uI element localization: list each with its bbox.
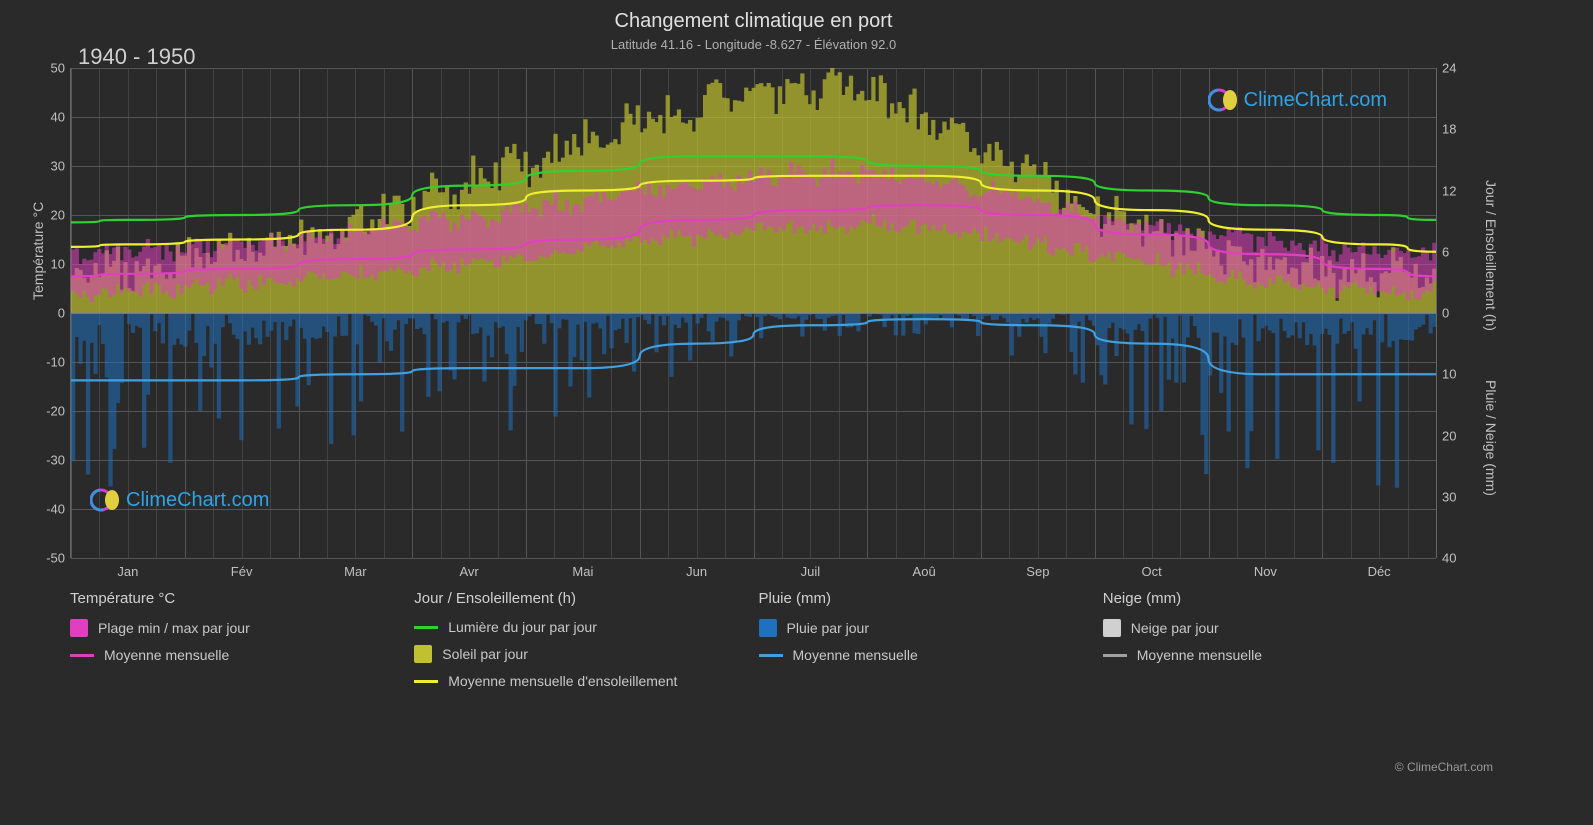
watermark-top: ClimeChart.com: [1208, 85, 1387, 115]
tick-right: 20: [1436, 428, 1456, 443]
legend-swatch: [1103, 654, 1127, 657]
legend: Température °C Plage min / max par jour Mo…: [70, 590, 1437, 699]
legend-label: Soleil par jour: [442, 646, 528, 662]
chart-subtitle: Latitude 41.16 - Longitude -8.627 - Élév…: [0, 37, 1507, 52]
tick-left: -50: [46, 551, 71, 566]
gridline-h: [71, 558, 1436, 559]
legend-swatch: [70, 619, 88, 637]
tick-left: 20: [51, 208, 71, 223]
legend-column: Pluie (mm) Pluie par jour Moyenne mensuell…: [759, 590, 1093, 699]
legend-label: Moyenne mensuelle: [1137, 647, 1262, 663]
tick-left: 30: [51, 159, 71, 174]
tick-right: 40: [1436, 551, 1456, 566]
legend-column: Jour / Ensoleillement (h) Lumière du jour…: [414, 590, 748, 699]
legend-label: Pluie par jour: [787, 620, 870, 636]
legend-row: Plage min / max par jour: [70, 619, 404, 637]
legend-row: Moyenne mensuelle: [1103, 647, 1437, 663]
legend-column: Température °C Plage min / max par jour Mo…: [70, 590, 404, 699]
tick-right: 24: [1436, 61, 1456, 76]
tick-month: Oct: [1142, 558, 1162, 579]
tick-month: Nov: [1254, 558, 1277, 579]
tick-month: Juil: [801, 558, 821, 579]
tick-month: Mar: [344, 558, 366, 579]
watermark-bottom: ClimeChart.com: [90, 485, 269, 515]
legend-label: Moyenne mensuelle: [104, 647, 229, 663]
tick-left: -10: [46, 355, 71, 370]
legend-swatch: [759, 654, 783, 657]
tick-month: Fév: [231, 558, 253, 579]
legend-label: Moyenne mensuelle d'ensoleillement: [448, 673, 677, 689]
tick-left: 50: [51, 61, 71, 76]
chart-title: Changement climatique en port: [0, 10, 1507, 33]
legend-row: Pluie par jour: [759, 619, 1093, 637]
logo-icon: [1208, 85, 1238, 115]
legend-heading: Jour / Ensoleillement (h): [414, 590, 748, 607]
legend-heading: Température °C: [70, 590, 404, 607]
legend-heading: Pluie (mm): [759, 590, 1093, 607]
legend-row: Moyenne mensuelle: [759, 647, 1093, 663]
tick-left: -30: [46, 453, 71, 468]
legend-label: Plage min / max par jour: [98, 620, 250, 636]
legend-row: Soleil par jour: [414, 645, 748, 663]
legend-row: Moyenne mensuelle: [70, 647, 404, 663]
chart-area: 50403020100-10-20-30-40-5024181260102030…: [70, 68, 1435, 558]
tick-month: Aoû: [913, 558, 936, 579]
tick-month: Jan: [117, 558, 138, 579]
tick-month: Jun: [686, 558, 707, 579]
tick-left: -20: [46, 404, 71, 419]
tick-right: 12: [1436, 183, 1456, 198]
legend-swatch: [414, 645, 432, 663]
legend-swatch: [414, 626, 438, 629]
legend-row: Moyenne mensuelle d'ensoleillement: [414, 673, 748, 689]
legend-row: Neige par jour: [1103, 619, 1437, 637]
y-axis-right-top-label: Jour / Ensoleillement (h): [1483, 180, 1499, 331]
tick-month: Sep: [1026, 558, 1049, 579]
legend-column: Neige (mm) Neige par jour Moyenne mensuell…: [1103, 590, 1437, 699]
legend-heading: Neige (mm): [1103, 590, 1437, 607]
watermark-text: ClimeChart.com: [1244, 89, 1387, 112]
tick-month: Déc: [1368, 558, 1391, 579]
tick-right: 30: [1436, 489, 1456, 504]
y-axis-right-bottom-label: Pluie / Neige (mm): [1483, 380, 1499, 496]
watermark-text: ClimeChart.com: [126, 489, 269, 512]
tick-left: -40: [46, 502, 71, 517]
chart-svg: [71, 68, 1436, 558]
tick-right: 6: [1436, 244, 1449, 259]
y-axis-left-label: Température °C: [30, 202, 46, 300]
year-range: 1940 - 1950: [78, 44, 195, 70]
copyright: © ClimeChart.com: [1395, 760, 1493, 774]
legend-row: Lumière du jour par jour: [414, 619, 748, 635]
logo-icon: [90, 485, 120, 515]
tick-left: 10: [51, 257, 71, 272]
tick-left: 40: [51, 110, 71, 125]
legend-label: Lumière du jour par jour: [448, 619, 597, 635]
plot-area: 50403020100-10-20-30-40-5024181260102030…: [70, 68, 1437, 558]
legend-swatch: [1103, 619, 1121, 637]
tick-right: 10: [1436, 367, 1456, 382]
tick-left: 0: [58, 306, 71, 321]
legend-swatch: [414, 680, 438, 683]
legend-label: Moyenne mensuelle: [793, 647, 918, 663]
tick-month: Avr: [459, 558, 478, 579]
legend-swatch: [759, 619, 777, 637]
legend-swatch: [70, 654, 94, 657]
tick-right: 0: [1436, 306, 1449, 321]
legend-label: Neige par jour: [1131, 620, 1219, 636]
tick-right: 18: [1436, 122, 1456, 137]
tick-month: Mai: [572, 558, 593, 579]
